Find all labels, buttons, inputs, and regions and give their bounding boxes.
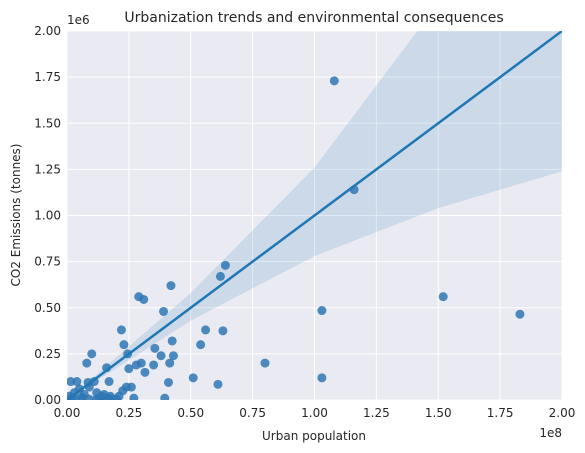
data-point	[87, 349, 97, 359]
data-point	[150, 343, 160, 353]
x-tick-label: 1.50	[425, 406, 452, 420]
data-point	[188, 373, 198, 383]
data-point	[165, 358, 175, 368]
data-point	[116, 325, 126, 335]
data-point	[156, 351, 166, 361]
data-point	[260, 358, 270, 368]
y-tick-label: 0.00	[34, 393, 61, 407]
regression-line	[67, 31, 562, 400]
data-point	[119, 340, 129, 350]
x-tick-label: 1.75	[487, 406, 514, 420]
data-point	[124, 364, 134, 374]
y-tick-label: 0.50	[34, 301, 61, 315]
x-tick-labels: 0.00 0.25 0.50 0.75 1.00 1.25 1.50 1.75 2.00	[54, 406, 576, 420]
y-axis-label: CO2 Emissions (tonnes)	[9, 144, 23, 287]
data-point	[82, 358, 92, 368]
data-point	[329, 76, 339, 86]
data-points	[67, 76, 525, 400]
data-point	[163, 377, 173, 387]
x-offset-label: 1e8	[539, 426, 562, 440]
data-point	[317, 306, 327, 316]
data-point	[166, 281, 176, 291]
data-point	[317, 373, 327, 383]
y-tick-label: 1.50	[34, 116, 61, 130]
data-point	[218, 326, 228, 336]
data-point	[215, 271, 225, 281]
x-tick-label: 0.25	[116, 406, 143, 420]
data-point	[167, 336, 177, 346]
data-point	[129, 393, 139, 400]
y-tick-label: 2.00	[34, 24, 61, 38]
data-point	[168, 351, 178, 361]
data-point	[159, 306, 169, 316]
data-point	[77, 394, 87, 400]
x-tick-label: 2.00	[549, 406, 576, 420]
data-point	[149, 360, 159, 370]
data-point	[92, 394, 102, 400]
data-point	[104, 377, 114, 387]
data-point	[213, 379, 223, 389]
x-tick-label: 1.00	[301, 406, 328, 420]
data-point	[515, 309, 525, 319]
chart-title: Urbanization trends and environmental co…	[124, 10, 503, 26]
y-offset-label: 1e6	[67, 13, 90, 27]
data-point	[201, 325, 211, 335]
data-point	[438, 292, 448, 302]
y-tick-label: 0.25	[34, 347, 61, 361]
data-point	[84, 394, 94, 400]
data-point	[196, 340, 206, 350]
x-tick-label: 1.25	[363, 406, 390, 420]
grid-lines	[66, 30, 563, 401]
data-point	[139, 294, 149, 304]
data-point	[140, 367, 150, 377]
x-tick-label: 0.00	[54, 406, 81, 420]
y-tick-label: 1.75	[34, 70, 61, 84]
y-tick-labels: 0.00 0.25 0.50 0.75 1.00 1.25 1.50 1.75 2.00	[34, 24, 61, 407]
y-tick-label: 1.25	[34, 162, 61, 176]
data-point	[103, 393, 113, 400]
data-point	[136, 358, 146, 368]
data-point	[126, 382, 136, 392]
data-point	[160, 393, 170, 400]
y-tick-label: 0.75	[34, 255, 61, 269]
y-tick-label: 1.00	[34, 209, 61, 223]
x-tick-label: 0.50	[177, 406, 204, 420]
x-tick-label: 0.75	[239, 406, 266, 420]
data-point	[220, 260, 230, 270]
x-axis-label: Urban population	[262, 429, 366, 443]
data-point	[72, 377, 82, 387]
